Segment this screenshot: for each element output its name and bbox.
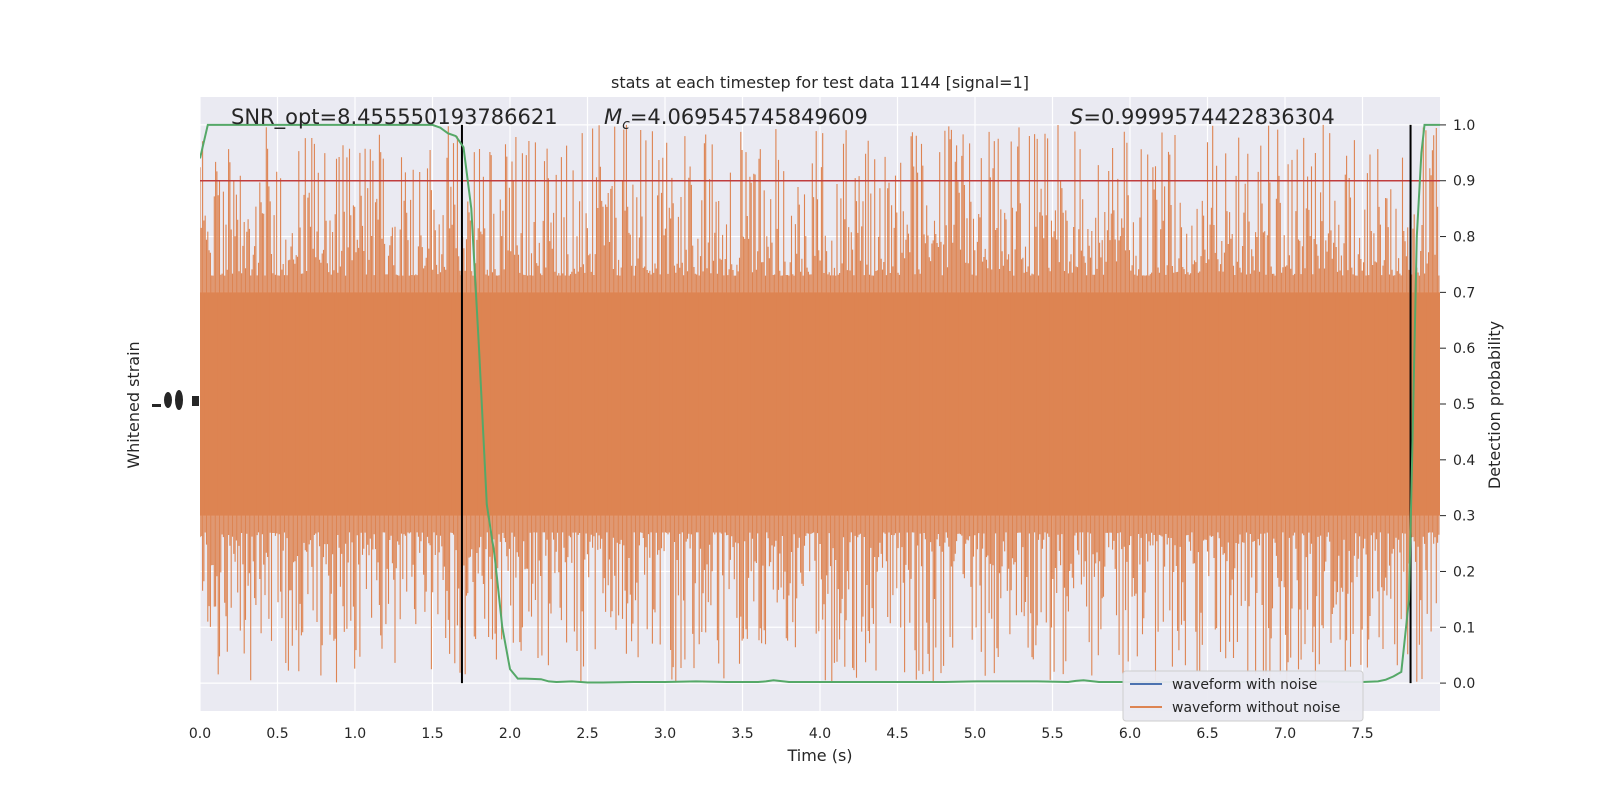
y-tick-label: 0.6 xyxy=(1453,341,1475,357)
vertical-markers xyxy=(460,124,1412,684)
y-right-axis-label: Detection probability xyxy=(1485,321,1504,489)
y-tick-label: 0.2 xyxy=(1453,564,1475,580)
x-tick-label: 5.5 xyxy=(1041,726,1063,742)
chirp-mass-annotation: Mc=4.069545745849609 xyxy=(604,105,868,133)
legend-label-without-noise: waveform without noise xyxy=(1172,700,1340,716)
y-tick-label: 0.0 xyxy=(1453,676,1475,692)
snr-annotation: SNR_opt=8.455550193786621 xyxy=(231,105,558,130)
chart-title: stats at each timestep for test data 114… xyxy=(611,73,1029,92)
legend-label-with-noise: waveform with noise xyxy=(1172,677,1317,693)
left-axis-tick-glyph xyxy=(152,390,199,410)
x-tick-label: 0.5 xyxy=(266,726,288,742)
x-tick-label: 2.5 xyxy=(576,726,598,742)
x-tick-label: 7.0 xyxy=(1274,726,1296,742)
y-right-axis-ticks: 0.0 0.1 0.2 0.3 0.4 0.5 0.6 0.7 0.8 0.9 1.0 xyxy=(1440,118,1475,692)
x-tick-label: 2.0 xyxy=(499,726,521,742)
x-tick-label: 6.0 xyxy=(1119,726,1141,742)
x-tick-label: 3.5 xyxy=(731,726,753,742)
x-tick-label: 3.0 xyxy=(654,726,676,742)
legend-box xyxy=(1122,670,1364,722)
y-tick-label: 0.1 xyxy=(1453,620,1475,636)
x-tick-label: 4.5 xyxy=(886,726,908,742)
y-left-axis-label: Whitened strain xyxy=(124,341,143,468)
noise-strokes xyxy=(200,124,1440,683)
x-tick-label: 5.0 xyxy=(964,726,986,742)
y-tick-label: 0.5 xyxy=(1453,397,1475,413)
y-tick-label: 0.7 xyxy=(1453,285,1475,301)
y-tick-label: 0.4 xyxy=(1453,453,1475,469)
y-tick-label: 0.9 xyxy=(1453,174,1475,190)
waveform-without-noise-series xyxy=(200,124,1440,683)
y-tick-label: 0.3 xyxy=(1453,509,1475,525)
x-tick-label: 1.5 xyxy=(421,726,443,742)
x-tick-label: 7.5 xyxy=(1351,726,1373,742)
score-annotation: S=0.9999574422836304 xyxy=(1070,105,1335,129)
x-tick-label: 1.0 xyxy=(344,726,366,742)
x-tick-label: 6.5 xyxy=(1196,726,1218,742)
x-axis-ticks: 0.0 0.5 1.0 1.5 2.0 2.5 3.0 3.5 4.0 4.5 5.0 5.5 6.0 6… xyxy=(189,726,1374,742)
y-tick-label: 1.0 xyxy=(1453,118,1475,134)
y-tick-label: 0.8 xyxy=(1453,230,1475,246)
x-tick-label: 0.0 xyxy=(189,726,211,742)
x-tick-label: 4.0 xyxy=(809,726,831,742)
x-axis-label: Time (s) xyxy=(786,746,852,765)
legend: waveform with noise waveform without noi… xyxy=(1122,670,1364,722)
